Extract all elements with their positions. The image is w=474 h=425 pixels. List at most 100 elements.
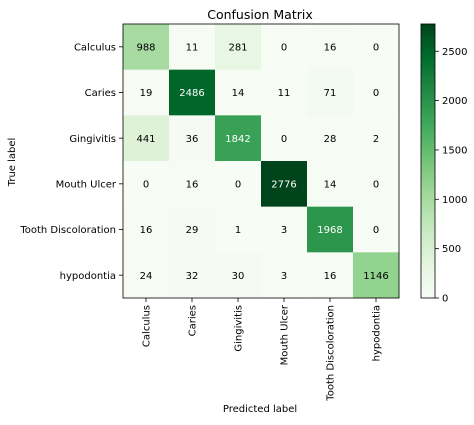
heatmap-cell (307, 115, 354, 162)
cell-value-label: 3 (281, 271, 287, 282)
cell-value-label: 28 (324, 134, 337, 145)
heatmap-cells (123, 24, 400, 299)
cell-value-label: 2776 (271, 179, 296, 190)
heatmap-cell (215, 252, 262, 299)
heatmap-cell (215, 69, 262, 116)
heatmap-cell (169, 206, 216, 253)
heatmap-cell (169, 161, 216, 207)
heatmap-cell (353, 115, 400, 162)
y-tick-label: Mouth Ulcer (56, 179, 117, 190)
colorbar-tick-label: 1500 (442, 146, 467, 157)
cell-value-label: 3 (281, 225, 287, 236)
heatmap-cell (261, 206, 308, 253)
heatmap-cell (261, 161, 308, 207)
heatmap-cell (123, 206, 170, 253)
y-tick-label: Caries (85, 88, 116, 99)
heatmap-cell (307, 161, 354, 207)
colorbar-tick-label: 1000 (442, 195, 467, 206)
cell-value-label: 1146 (363, 271, 388, 282)
heatmap-cell (123, 161, 170, 207)
colorbar-tick-label: 2000 (442, 96, 467, 107)
x-tick-label: Mouth Ulcer (280, 304, 291, 365)
y-tick-label: Gingivitis (69, 134, 116, 145)
cell-value-label: 0 (281, 134, 287, 145)
heatmap-cell (307, 206, 354, 253)
heatmap-cell (307, 252, 354, 299)
cell-value-label: 0 (373, 225, 379, 236)
heatmap-cell (261, 115, 308, 162)
heatmap-cell (169, 115, 216, 162)
x-axis-label: Predicted label (223, 404, 297, 415)
cell-value-label: 14 (232, 88, 245, 99)
cell-value-label: 16 (186, 179, 199, 190)
heatmap-cell (123, 69, 170, 116)
heatmap-cell (353, 69, 400, 116)
cell-value-label: 441 (136, 134, 155, 145)
cell-value-label: 16 (324, 42, 337, 53)
heatmap-cell (215, 206, 262, 253)
cell-value-label: 16 (140, 225, 153, 236)
cell-value-label: 30 (232, 271, 245, 282)
cell-value-label: 0 (143, 179, 149, 190)
heatmap-cell (353, 161, 400, 207)
cell-value-label: 0 (281, 42, 287, 53)
y-tick-label: Calculus (74, 42, 116, 53)
heatmap-cell (353, 252, 400, 299)
cell-value-label: 2 (373, 134, 379, 145)
heatmap-cell (123, 252, 170, 299)
colorbar-tick-label: 500 (442, 244, 461, 255)
cell-value-label: 1968 (317, 225, 342, 236)
cell-value-label: 36 (186, 134, 199, 145)
colorbar-tick-label: 0 (442, 294, 448, 305)
heatmap-cell (123, 24, 170, 70)
y-axis-label: True label (7, 138, 18, 188)
cell-value-label: 2486 (179, 88, 204, 99)
cell-value-label: 1842 (225, 134, 250, 145)
cell-value-label: 71 (324, 88, 337, 99)
colorbar-ticks: 0 500 1000 1500 2000 2500 (435, 47, 467, 305)
y-tick-label: Tooth Discoloration (19, 225, 116, 236)
cell-value-label: 24 (140, 271, 153, 282)
x-axis: Calculus Caries Gingivitis Mouth Ulcer Tooth… (142, 298, 383, 402)
cell-value-labels: 988 11 281 0 16 0 19 2486 14 11 71 0 441 36 1842 0 28 2 0 1… (136, 42, 388, 281)
x-tick-label: Caries (188, 305, 199, 336)
y-tick-label: hypodontia (60, 271, 116, 282)
heatmap-cell (353, 206, 400, 253)
cell-value-label: 1 (235, 225, 241, 236)
cell-value-label: 16 (324, 271, 337, 282)
heatmap-cell (169, 252, 216, 299)
cell-value-label: 0 (373, 42, 379, 53)
heatmap-cell (307, 69, 354, 116)
cell-value-label: 29 (186, 225, 199, 236)
cell-value-label: 0 (373, 88, 379, 99)
x-tick-label: Gingivitis (234, 305, 245, 352)
heatmap-cell (169, 24, 216, 70)
x-tick-label: Tooth Discoloration (326, 305, 337, 402)
cell-value-label: 988 (136, 42, 155, 53)
heatmap-cell (215, 24, 262, 70)
plot-frame (122, 23, 400, 299)
heatmap-cell (307, 24, 354, 70)
heatmap-cell (353, 24, 400, 70)
heatmap-cell (261, 69, 308, 116)
colorbar-tick-label: 2500 (442, 47, 467, 58)
colorbar (420, 23, 436, 299)
heatmap-cell (123, 115, 170, 162)
x-tick-label: hypodontia (372, 305, 383, 361)
chart-title: Confusion Matrix (207, 7, 313, 22)
heatmap-cell (261, 252, 308, 299)
cell-value-label: 0 (373, 179, 379, 190)
heatmap-cell (169, 69, 216, 116)
x-tick-label: Calculus (142, 305, 153, 347)
heatmap-cell (261, 24, 308, 70)
cell-value-label: 0 (235, 179, 241, 190)
cell-value-label: 32 (186, 271, 199, 282)
cell-value-label: 11 (186, 42, 199, 53)
cell-value-label: 14 (324, 179, 337, 190)
y-axis: Calculus Caries Gingivitis Mouth Ulcer Tooth… (19, 42, 123, 282)
heatmap-cell (215, 115, 262, 162)
cell-value-label: 19 (140, 88, 153, 99)
cell-value-label: 11 (278, 88, 291, 99)
